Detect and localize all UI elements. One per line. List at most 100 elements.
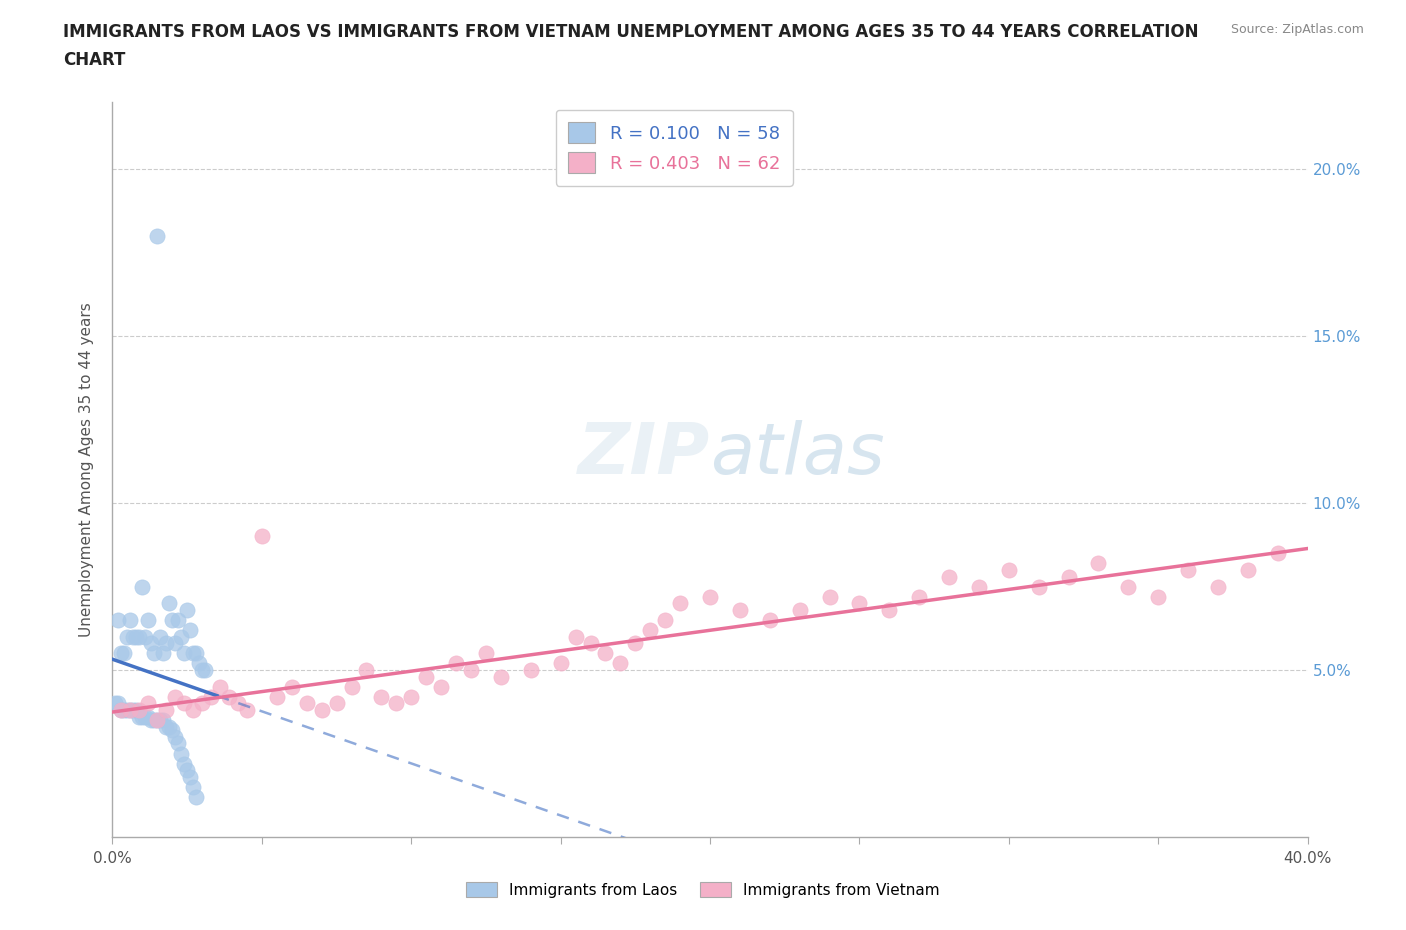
Point xyxy=(475,646,498,661)
Point xyxy=(138,613,160,628)
Point xyxy=(1087,556,1109,571)
Point xyxy=(146,712,169,727)
Point xyxy=(595,646,617,661)
Point xyxy=(415,670,437,684)
Point xyxy=(669,596,692,611)
Text: atlas: atlas xyxy=(710,420,884,489)
Point xyxy=(157,720,180,735)
Point xyxy=(149,630,172,644)
Point xyxy=(146,229,169,244)
Point xyxy=(117,703,139,718)
Point xyxy=(179,769,201,784)
Point xyxy=(654,613,676,628)
Point xyxy=(165,729,187,744)
Point xyxy=(699,589,721,604)
Text: CHART: CHART xyxy=(63,51,125,69)
Point xyxy=(218,689,240,704)
Point xyxy=(967,579,990,594)
Point xyxy=(1177,563,1199,578)
Point xyxy=(173,646,195,661)
Point xyxy=(250,529,273,544)
Point xyxy=(188,656,211,671)
Point xyxy=(186,790,208,804)
Point xyxy=(1237,563,1260,578)
Point xyxy=(489,670,512,684)
Point xyxy=(879,603,901,618)
Point xyxy=(191,696,214,711)
Point xyxy=(107,613,129,628)
Point xyxy=(128,710,150,724)
Point xyxy=(173,756,195,771)
Point xyxy=(520,662,543,677)
Point xyxy=(281,679,304,694)
Legend: R = 0.100   N = 58, R = 0.403   N = 62: R = 0.100 N = 58, R = 0.403 N = 62 xyxy=(555,110,793,186)
Point xyxy=(848,596,870,611)
Point xyxy=(1267,546,1289,561)
Point xyxy=(370,689,392,704)
Point xyxy=(110,703,132,718)
Point xyxy=(152,712,174,727)
Point xyxy=(128,630,150,644)
Point xyxy=(789,603,811,618)
Point xyxy=(162,613,183,628)
Point xyxy=(550,656,572,671)
Point xyxy=(1118,579,1140,594)
Point xyxy=(165,636,187,651)
Point xyxy=(236,703,259,718)
Point xyxy=(155,636,177,651)
Point xyxy=(340,679,363,694)
Point xyxy=(110,703,132,718)
Point xyxy=(138,696,160,711)
Point xyxy=(209,679,232,694)
Point xyxy=(181,779,204,794)
Point xyxy=(181,703,204,718)
Point xyxy=(181,646,204,661)
Point xyxy=(170,630,193,644)
Point xyxy=(128,703,150,718)
Point xyxy=(266,689,288,704)
Y-axis label: Unemployment Among Ages 35 to 44 years: Unemployment Among Ages 35 to 44 years xyxy=(79,302,94,637)
Point xyxy=(759,613,782,628)
Point xyxy=(120,613,142,628)
Point xyxy=(146,712,169,727)
Point xyxy=(104,696,127,711)
Point xyxy=(141,636,163,651)
Point xyxy=(564,630,586,644)
Point xyxy=(114,646,135,661)
Point xyxy=(226,696,249,711)
Point xyxy=(1028,579,1050,594)
Point xyxy=(938,569,960,584)
Point xyxy=(609,656,631,671)
Point xyxy=(295,696,318,711)
Point xyxy=(998,563,1021,578)
Point xyxy=(162,723,183,737)
Point xyxy=(200,689,222,704)
Text: IMMIGRANTS FROM LAOS VS IMMIGRANTS FROM VIETNAM UNEMPLOYMENT AMONG AGES 35 TO 44: IMMIGRANTS FROM LAOS VS IMMIGRANTS FROM … xyxy=(63,23,1199,41)
Point xyxy=(170,746,193,761)
Point xyxy=(120,703,142,718)
Point xyxy=(728,603,751,618)
Point xyxy=(176,763,198,777)
Point xyxy=(640,622,662,637)
Point xyxy=(120,703,142,718)
Point xyxy=(149,712,172,727)
Point xyxy=(624,636,647,651)
Point xyxy=(194,662,217,677)
Point xyxy=(131,710,153,724)
Point xyxy=(110,646,132,661)
Point xyxy=(179,622,201,637)
Point xyxy=(167,736,190,751)
Point xyxy=(122,630,145,644)
Point xyxy=(1147,589,1170,604)
Point xyxy=(157,596,180,611)
Point xyxy=(122,703,145,718)
Point xyxy=(143,646,166,661)
Point xyxy=(117,630,139,644)
Point xyxy=(460,662,482,677)
Point xyxy=(134,630,156,644)
Point xyxy=(134,710,156,724)
Point xyxy=(107,696,129,711)
Text: ZIP: ZIP xyxy=(578,420,710,489)
Point xyxy=(125,703,148,718)
Point xyxy=(579,636,602,651)
